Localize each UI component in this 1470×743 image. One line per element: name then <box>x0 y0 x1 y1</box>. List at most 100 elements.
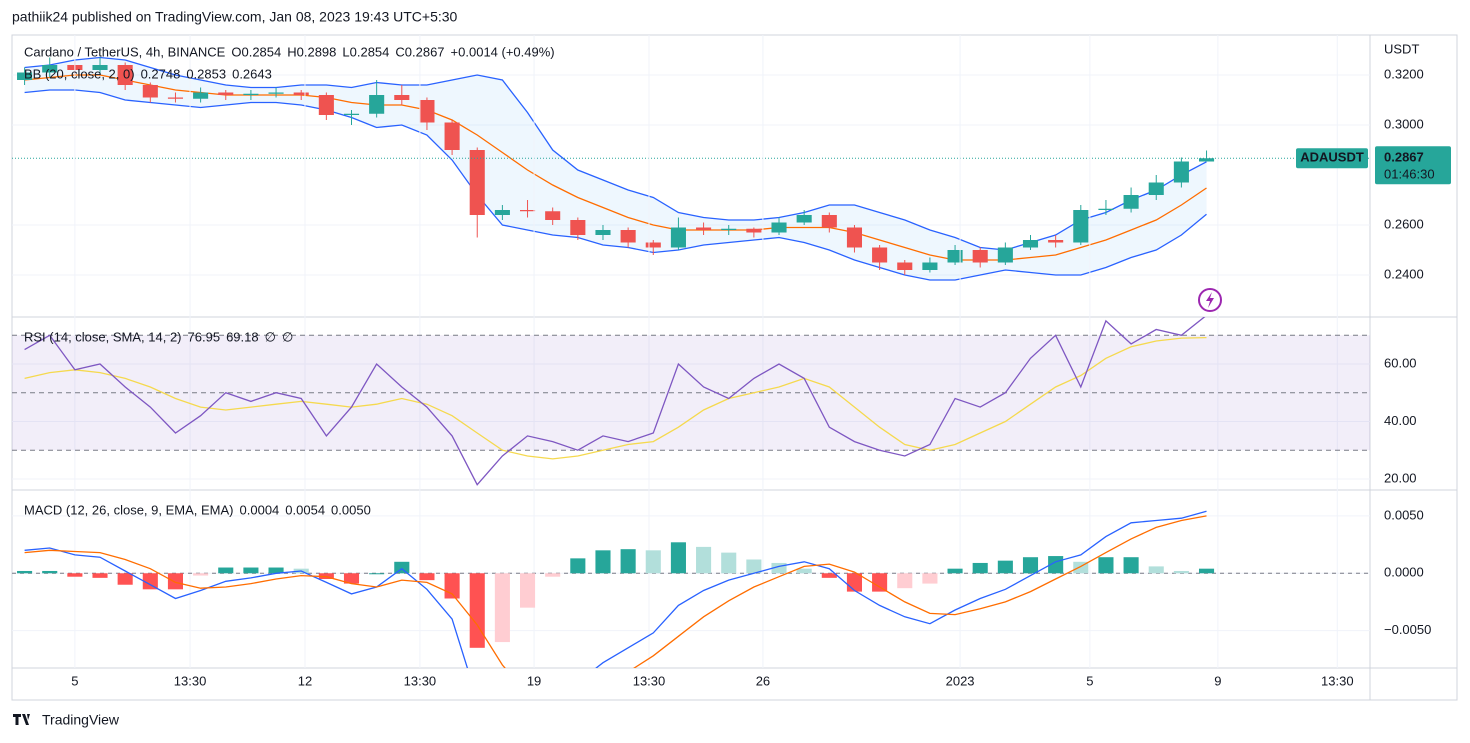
pane <box>12 510 1370 668</box>
histogram-bar <box>167 573 184 590</box>
candle-body <box>92 65 108 70</box>
countdown-label: 01:46:30 <box>1384 167 1435 182</box>
histogram-bar <box>670 542 686 574</box>
legend-text: C0.2867 <box>395 44 444 59</box>
candle-body <box>343 113 360 115</box>
x-tick-label: 26 <box>756 673 770 688</box>
candle-body <box>922 262 938 270</box>
histogram-bar <box>746 559 762 574</box>
x-tick-label: 12 <box>298 673 312 688</box>
alert-icon[interactable] <box>1198 288 1222 312</box>
histogram-bar <box>117 573 133 585</box>
histogram-bar <box>897 573 913 589</box>
candle-body <box>620 230 636 243</box>
candle-body <box>645 242 661 248</box>
histogram-bar <box>645 550 661 574</box>
candle-body <box>293 92 309 95</box>
pane <box>12 56 1370 281</box>
price-tag <box>1375 146 1451 185</box>
candle-body <box>444 122 460 150</box>
histogram-bar <box>1148 566 1164 574</box>
candle-body <box>42 65 58 73</box>
legend-text: 0.2748 <box>141 66 181 81</box>
y-tick-label: 0.0000 <box>1384 565 1424 580</box>
y-tick-label: 40.00 <box>1384 413 1417 428</box>
symbol-label: ADAUSDT <box>1300 150 1364 165</box>
histogram-bar <box>419 573 435 581</box>
histogram-bar <box>369 573 385 575</box>
candle-body <box>218 92 234 95</box>
candle-body <box>721 228 737 230</box>
candle-body <box>419 100 435 123</box>
histogram-bar <box>42 570 58 574</box>
histogram-bar <box>1173 570 1189 574</box>
histogram-bar <box>67 573 83 577</box>
x-tick-label: 13:30 <box>174 673 207 688</box>
legend-text: MACD (12, 26, close, 9, EMA, EMA) <box>24 502 234 517</box>
histogram-bar <box>243 567 259 574</box>
legend-text: BB (20, close, 2, 0) <box>24 66 135 81</box>
x-tick-label: 13:30 <box>1321 673 1354 688</box>
x-tick-label: 13:30 <box>404 673 437 688</box>
x-tick-label: 2023 <box>946 673 975 688</box>
histogram-bar <box>218 567 234 574</box>
candle-body <box>696 227 712 230</box>
candle-body <box>17 72 33 80</box>
candle-body <box>872 247 888 263</box>
candle-body <box>821 215 837 228</box>
legend-text: ∅ <box>282 329 293 344</box>
chart-layer: 0.2400 0.2600 0.3000 0.3200 5 13:30 12 13:30 19 1… <box>12 35 1451 688</box>
brand-name: TradingView <box>42 712 120 728</box>
band-line <box>24 89 1207 281</box>
histogram-bar <box>947 568 963 574</box>
y-tick-label: 60.00 <box>1384 355 1417 370</box>
brand-logo: TradingView <box>13 712 120 728</box>
candle-body <box>997 247 1013 263</box>
candle-body <box>796 215 812 223</box>
candle-body <box>519 210 536 212</box>
histogram-bar <box>469 573 485 648</box>
histogram-bar <box>846 573 863 592</box>
candle-body <box>1148 182 1164 195</box>
legend-text: 69.18 <box>226 329 259 344</box>
legend-text: RSI (14, close, SMA, 14, 2) <box>24 329 182 344</box>
axis-labels: −0.0050 0.0000 0.0050 <box>1384 507 1431 637</box>
histogram-bar <box>268 567 284 574</box>
candle-body <box>947 250 963 263</box>
candle-body <box>1198 158 1215 162</box>
y-tick-label: 0.3200 <box>1384 66 1424 81</box>
histogram-bar <box>1123 557 1139 574</box>
candle-body <box>1173 161 1189 183</box>
histogram-bar <box>972 562 988 574</box>
candle-body <box>243 93 259 95</box>
candle-body <box>1098 208 1114 210</box>
candle-body <box>268 92 284 94</box>
histogram-bar <box>796 568 812 574</box>
candle-body <box>545 211 561 220</box>
y-tick-label: 0.3000 <box>1384 116 1424 131</box>
histogram-bar <box>494 573 510 643</box>
legend-text: Cardano / TetherUS, 4h, BINANCE <box>24 44 226 59</box>
histogram-bar <box>1098 557 1114 574</box>
axis-unit: USDT <box>1384 41 1419 56</box>
histogram-bar <box>922 573 938 584</box>
candle-body <box>746 228 762 233</box>
legend-text: O0.2854 <box>231 44 281 59</box>
candle-body <box>142 85 158 98</box>
candle-body <box>318 95 334 115</box>
indicator-line <box>24 317 1206 486</box>
candle-body <box>771 222 787 233</box>
candle-body <box>394 95 410 100</box>
y-tick-label: 0.2600 <box>1384 216 1424 231</box>
x-tick-label: 19 <box>527 673 541 688</box>
candle-body <box>570 220 586 235</box>
candle-body <box>193 92 209 99</box>
y-tick-label: 0.2400 <box>1384 266 1424 281</box>
histogram-bar <box>519 573 536 608</box>
x-tick-label: 9 <box>1214 673 1221 688</box>
byline: pathiik24 published on TradingView.com, … <box>12 9 458 25</box>
histogram-bar <box>1073 561 1089 574</box>
symbol-tag <box>1296 148 1368 169</box>
